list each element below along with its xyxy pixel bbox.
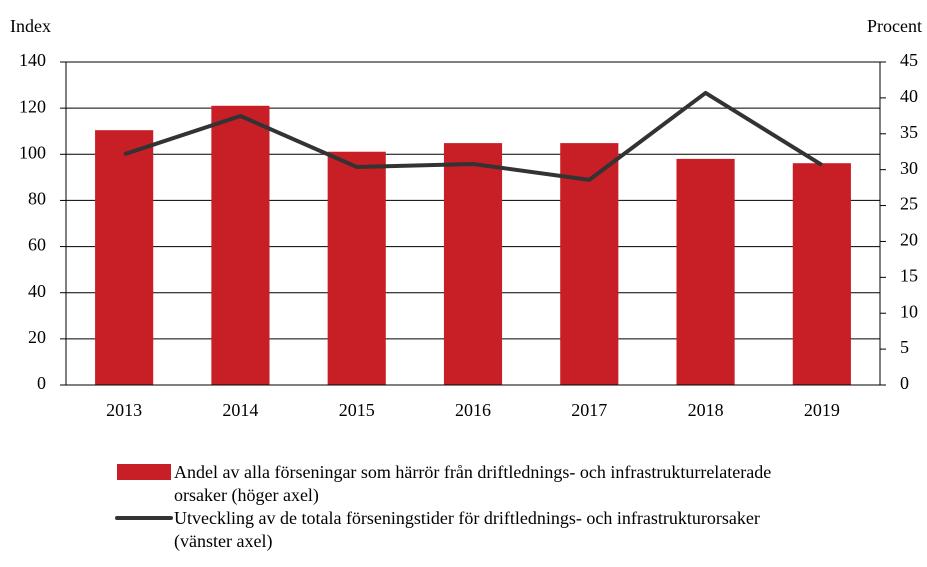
y2-tick-label: 40 xyxy=(900,86,918,106)
x-tick-label: 2015 xyxy=(339,400,375,420)
line xyxy=(123,90,823,182)
bar xyxy=(95,130,154,385)
y-tick-label: 120 xyxy=(19,96,46,116)
legend-bar-key xyxy=(117,464,171,480)
bar xyxy=(443,143,503,385)
bar xyxy=(327,151,386,385)
bar xyxy=(676,158,735,385)
x-tick-label: 2017 xyxy=(571,400,607,420)
y-tick-label: 40 xyxy=(28,281,46,301)
bar xyxy=(211,105,270,385)
y2-tick-label: 45 xyxy=(900,50,918,70)
y-tick-label: 0 xyxy=(37,373,46,393)
x-tick-label: 2014 xyxy=(222,400,258,420)
x-tick-label: 2018 xyxy=(688,400,724,420)
y2-tick-label: 15 xyxy=(900,265,918,285)
x-tick-label: 2013 xyxy=(106,400,142,420)
y-tick-label: 80 xyxy=(28,189,46,209)
chart: Index Procent 0 20 40 60 80 100 120 140 0 5 10 15 20… xyxy=(10,16,922,420)
bar xyxy=(792,163,851,385)
legend-bar-label: Andel av alla förseningar som härrör frå… xyxy=(174,462,772,505)
y-tick-label: 140 xyxy=(19,50,46,70)
y2-tick-label: 25 xyxy=(900,194,918,214)
y2-tick-label: 10 xyxy=(900,301,918,321)
y2-tick-label: 0 xyxy=(900,373,909,393)
bar xyxy=(560,143,619,385)
y-tick-label: 100 xyxy=(19,142,46,162)
x-tick-label: 2016 xyxy=(455,400,491,420)
y2-tick-label: 35 xyxy=(900,122,918,142)
y2-tick-label: 30 xyxy=(900,158,918,178)
y-axis-label: Index xyxy=(10,16,51,36)
x-tick-label: 2019 xyxy=(804,400,840,420)
y2-tick-label: 20 xyxy=(900,230,918,250)
legend-line-label: Utveckling av de totala förseningstider … xyxy=(174,508,760,551)
y2-tick-label: 5 xyxy=(900,337,909,357)
y2-axis-label: Procent xyxy=(867,16,922,36)
y-tick-label: 20 xyxy=(28,327,46,347)
y-tick-label: 60 xyxy=(28,235,46,255)
